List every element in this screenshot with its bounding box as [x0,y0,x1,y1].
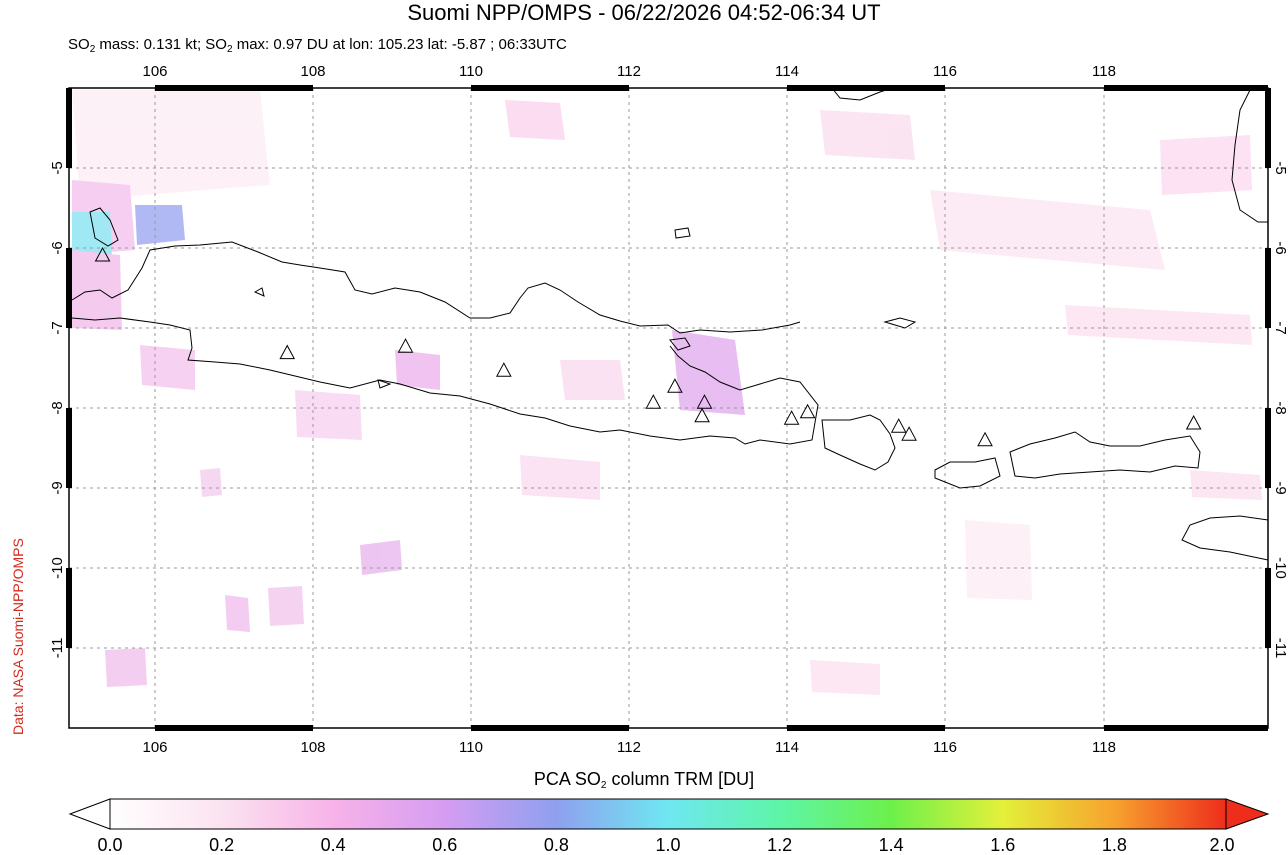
y-tick-right-8: -8 [1272,401,1288,414]
x-tick-top-112: 112 [617,63,641,80]
so2-pixels [72,90,1262,695]
volcano-marker [397,338,414,353]
colorbar-label-4: 0.8 [543,835,569,855]
x-tick-bottom-118: 118 [1092,739,1116,756]
volcano-marker [783,410,800,425]
y-tick-right-6: -6 [1272,241,1288,254]
volcano-marker [279,344,296,360]
colorbar-low-arrow [68,798,111,830]
x-tick-bottom-112: 112 [617,739,641,756]
colorbar-label-3: 0.6 [432,835,458,855]
volcano-marker [799,403,816,419]
colorbar-label-0: 0.0 [97,835,123,855]
volcano-marker [667,378,683,393]
y-tick-left-5: -5 [49,161,66,174]
y-tick-left-7: -7 [49,321,66,334]
x-tick-bottom-110: 110 [459,739,483,756]
y-tick-left-11: -11 [49,638,66,659]
x-tick-top-110: 110 [459,63,483,80]
x-tick-top-114: 114 [775,63,799,80]
colorbar-title: PCA SO2 column TRM [DU] [533,769,755,791]
x-tick-bottom-116: 116 [933,739,957,756]
coastlines [71,87,1269,561]
y-tick-left-6: -6 [49,241,66,254]
volcano-markers [94,246,1202,447]
volcano-marker [94,246,111,262]
volcano-marker [1185,414,1202,430]
y-tick-right-7: -7 [1272,321,1288,334]
x-tick-top-118: 118 [1092,63,1116,80]
y-tick-right-5: -5 [1272,161,1288,174]
x-tick-labels-bottom: 106 108 110 112 114 116 118 [142,739,1115,756]
colorbar-ramp [109,798,1227,830]
y-tick-labels-right: -5 -6 -7 -8 -9 -10 -11 [1272,161,1288,658]
map-title: Suomi NPP/OMPS - 06/22/2026 04:52-06:34 … [407,0,881,25]
colorbar-label-2: 0.4 [320,835,346,855]
colorbar-label-6: 1.2 [767,835,793,855]
x-tick-top-108: 108 [300,63,325,80]
frame-segments [66,85,1271,731]
x-tick-top-106: 106 [142,63,167,80]
volcano-marker [496,362,512,377]
colorbar-label-10: 2.0 [1209,835,1235,855]
colorbar-label-7: 1.4 [878,835,904,855]
x-tick-labels-top: 106 108 110 112 114 116 118 [142,63,1115,80]
y-tick-left-9: -9 [49,481,66,494]
y-tick-left-10: -10 [49,557,66,579]
x-tick-bottom-108: 108 [300,739,325,756]
volcano-marker [694,407,710,423]
volcano-marker [645,394,662,409]
colorbar-high-arrow [1225,798,1270,830]
volcano-marker [890,418,907,433]
y-tick-right-11: -11 [1272,638,1288,659]
y-tick-labels-left: -5 -6 -7 -8 -9 -10 -11 [49,161,66,658]
y-tick-right-9: -9 [1272,481,1288,494]
colorbar-label-5: 1.0 [655,835,681,855]
y-tick-left-8: -8 [49,401,66,414]
x-tick-bottom-106: 106 [142,739,167,756]
colorbar-label-9: 1.8 [1101,835,1127,855]
volcano-marker [696,394,713,409]
map-subtitle: SO2 mass: 0.131 kt; SO2 max: 0.97 DU at … [68,36,567,55]
y-tick-right-10: -10 [1272,557,1288,579]
graticule [69,88,1268,728]
volcano-marker [901,426,917,441]
volcano-marker [977,431,993,447]
colorbar [68,798,1270,830]
colorbar-label-8: 1.6 [990,835,1016,855]
x-tick-top-116: 116 [933,63,957,80]
colorbar-label-1: 0.2 [209,835,235,855]
x-tick-bottom-114: 114 [775,739,799,756]
